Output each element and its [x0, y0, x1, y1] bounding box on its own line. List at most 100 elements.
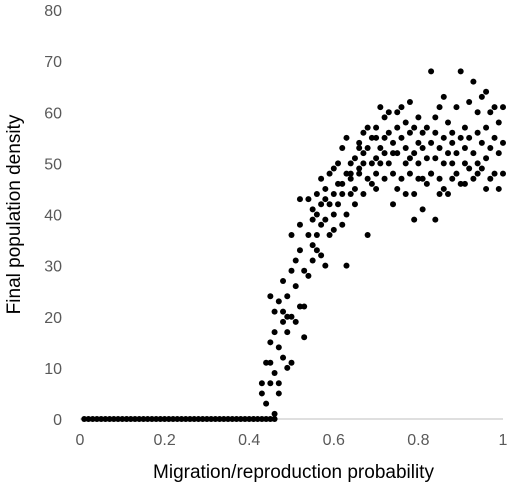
data-point: [102, 416, 109, 422]
data-point: [250, 416, 257, 422]
data-point: [115, 416, 122, 422]
data-point: [280, 318, 287, 325]
y-tick-label: 10: [44, 361, 62, 378]
data-point: [343, 134, 350, 141]
data-point: [398, 134, 405, 141]
data-point: [457, 134, 464, 141]
data-point: [394, 185, 401, 192]
data-point: [339, 180, 346, 187]
data-point: [478, 165, 485, 172]
data-point: [474, 160, 481, 167]
data-point: [373, 155, 380, 162]
data-point: [415, 175, 422, 182]
data-point: [474, 170, 481, 177]
data-point: [309, 206, 316, 213]
data-point: [280, 308, 287, 315]
data-point: [364, 175, 371, 182]
x-tick-label: 0.2: [153, 432, 175, 449]
data-point: [296, 247, 303, 254]
data-point: [411, 124, 418, 131]
x-tick-labels: 0 0.2 0.4 0.6 0.8 1: [76, 432, 508, 449]
data-point: [419, 206, 426, 213]
data-point: [466, 134, 473, 141]
data-point: [487, 175, 494, 182]
data-point: [461, 145, 468, 152]
data-point: [436, 191, 443, 198]
data-point: [305, 272, 312, 279]
data-point: [428, 170, 435, 177]
data-point: [483, 155, 490, 162]
x-tick-label: 0.4: [238, 432, 260, 449]
data-point: [288, 231, 295, 238]
data-point: [343, 170, 350, 177]
data-point: [394, 124, 401, 131]
data-point: [411, 216, 418, 223]
data-point: [326, 170, 333, 177]
data-point: [500, 139, 506, 146]
data-point: [432, 114, 439, 121]
data-point: [402, 119, 409, 126]
data-point: [309, 216, 316, 223]
data-point: [360, 129, 367, 136]
data-point: [144, 416, 151, 422]
data-point: [330, 165, 337, 172]
data-point: [445, 119, 452, 126]
data-point: [402, 145, 409, 152]
data-point: [339, 191, 346, 198]
y-axis-title: Final population density: [4, 114, 25, 314]
data-point: [483, 88, 490, 95]
data-point: [411, 191, 418, 198]
data-point: [284, 364, 291, 371]
data-point: [271, 308, 278, 315]
data-point: [432, 216, 439, 223]
data-point: [406, 155, 413, 162]
data-point: [445, 191, 452, 198]
data-point: [398, 104, 405, 111]
data-point: [495, 185, 502, 192]
data-point: [288, 313, 295, 320]
data-point: [305, 231, 312, 238]
data-point: [436, 175, 443, 182]
data-point: [377, 104, 384, 111]
data-point: [220, 416, 227, 422]
data-point: [347, 170, 354, 177]
data-point: [326, 231, 333, 238]
data-point: [347, 160, 354, 167]
data-point: [106, 416, 113, 422]
data-point: [487, 145, 494, 152]
data-point: [445, 150, 452, 157]
data-point: [364, 124, 371, 131]
data-point: [296, 221, 303, 228]
data-point: [309, 257, 316, 264]
data-point: [415, 114, 422, 121]
data-point: [330, 191, 337, 198]
data-point: [313, 191, 320, 198]
data-point: [440, 185, 447, 192]
data-point: [258, 380, 265, 387]
data-point: [271, 329, 278, 336]
data-point: [491, 134, 498, 141]
data-point: [292, 283, 299, 290]
data-point: [280, 354, 287, 361]
x-tick-label: 0.6: [323, 432, 345, 449]
data-point: [131, 416, 138, 422]
data-point: [136, 416, 143, 422]
data-point: [335, 160, 342, 167]
data-point: [271, 410, 278, 417]
data-point: [335, 201, 342, 208]
data-point: [500, 104, 506, 111]
data-point: [487, 109, 494, 116]
data-point: [267, 416, 274, 422]
data-point: [233, 416, 240, 422]
data-point: [474, 109, 481, 116]
data-point: [457, 180, 464, 187]
data-point: [457, 68, 464, 75]
data-point: [381, 175, 388, 182]
data-point: [453, 170, 460, 177]
data-point: [436, 104, 443, 111]
data-point: [491, 104, 498, 111]
data-point: [318, 175, 325, 182]
data-point: [419, 129, 426, 136]
data-point: [419, 175, 426, 182]
data-point: [267, 293, 274, 300]
